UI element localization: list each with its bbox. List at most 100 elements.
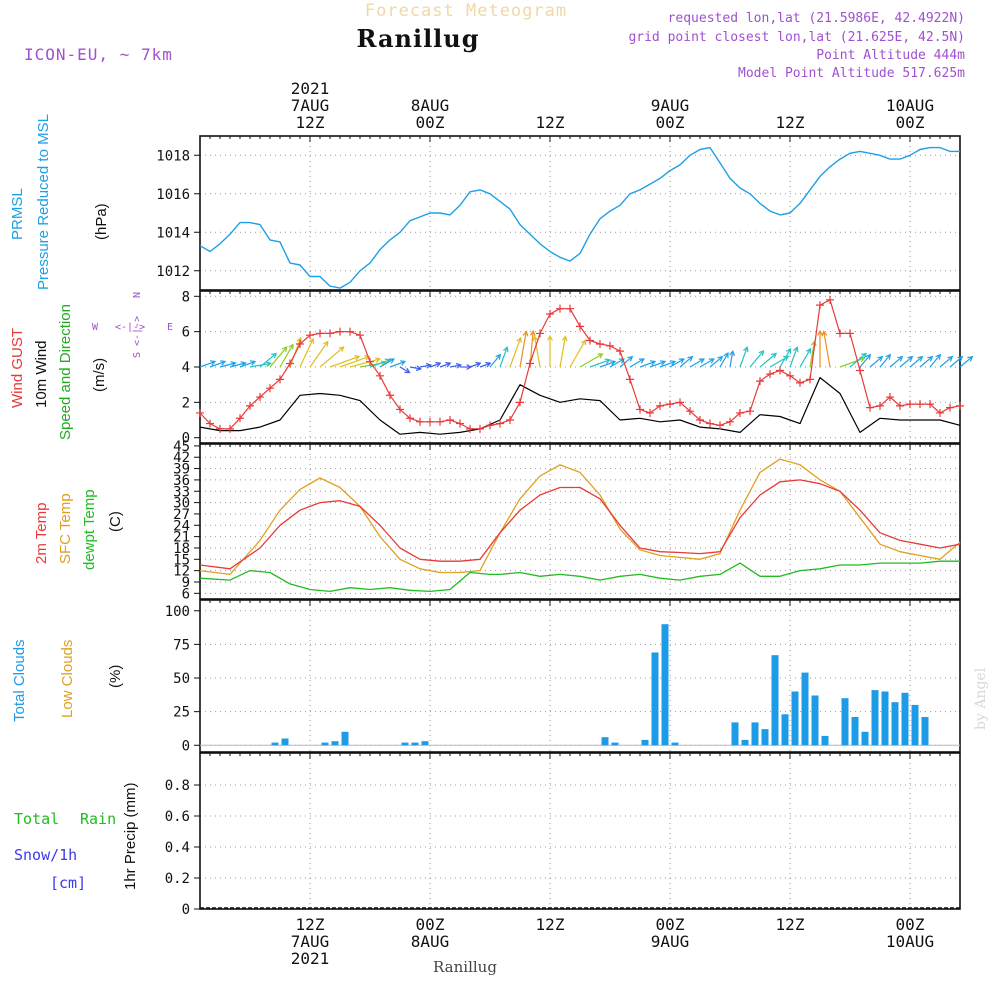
wind-gust-marker: [946, 403, 954, 412]
ytick-label: 4: [182, 360, 190, 376]
time-label-bottom: 00Z: [416, 915, 445, 934]
wind-gust-marker: [626, 375, 634, 384]
wind-gust-marker: [816, 301, 824, 310]
wind-gust-marker: [206, 419, 214, 428]
wind-gust-marker: [506, 416, 514, 425]
compass-arrows-v: <-|->: [132, 316, 143, 346]
wind-arrow: [569, 339, 587, 368]
wind-arrow: [823, 331, 831, 368]
wind-arrow-head: [771, 352, 778, 359]
wind-arrow-head: [597, 353, 604, 359]
wind-gust-marker: [646, 408, 654, 417]
wind-arrow: [509, 337, 522, 368]
wind-arrow-head: [400, 360, 407, 366]
wind-gust-marker: [236, 414, 244, 423]
wind-arrow: [229, 362, 246, 368]
wind-arrow-head: [723, 352, 729, 359]
wind-arrow-head: [698, 358, 705, 364]
wind-gust-marker: [406, 414, 414, 423]
wind-gust-marker: [196, 408, 204, 417]
time-label-bottom: 2021: [291, 949, 330, 968]
wind-gust-marker: [726, 417, 734, 426]
wind-arrow: [269, 346, 288, 368]
cloud-bar: [331, 741, 339, 746]
wind-arrow: [579, 353, 603, 368]
cloud-bar: [421, 741, 429, 746]
time-label-top: 12Z: [776, 113, 805, 132]
wind-arrow: [869, 356, 883, 368]
cloud-bar: [321, 742, 329, 746]
wind-gust-marker: [526, 359, 534, 368]
cloud-bar: [791, 691, 799, 746]
temp-label-sfc: SFC Temp: [57, 493, 74, 564]
time-label-bottom: 12Z: [536, 915, 565, 934]
wind-arrow: [534, 336, 541, 368]
model-name: ICON-EU, ~ 7km: [24, 45, 173, 64]
wind-arrow: [949, 356, 963, 368]
info-gridpoint: grid point closest lon,lat (21.625E, 42.…: [628, 30, 965, 45]
cloud-bar: [811, 695, 819, 746]
wind-gust-marker: [736, 408, 744, 417]
wind-gust-marker: [266, 384, 274, 393]
wind-gust-marker: [796, 378, 804, 387]
wind-arrow-head: [805, 347, 812, 354]
wind-gust-marker: [426, 417, 434, 426]
wind-arrow: [749, 350, 764, 368]
wind-arrow-head: [678, 358, 685, 364]
wind-arrow: [219, 362, 236, 368]
ytick-label: 0: [182, 431, 190, 447]
info-model-altitude: Model Point Altitude 517.625m: [738, 66, 965, 81]
data-layer: [196, 146, 974, 909]
ytick-label: 1018: [156, 148, 190, 164]
pressure-label-msl: Pressure Reduced to MSL: [35, 114, 52, 290]
wind-arrow-head: [495, 353, 502, 360]
wind-gust-marker: [256, 393, 264, 402]
cloud-bar: [761, 729, 769, 746]
wind-gust-marker: [706, 419, 714, 428]
wind-arrow-head: [404, 367, 411, 374]
wind-arrow: [649, 360, 666, 368]
wind-arrow: [959, 356, 973, 368]
wind-gust-marker: [556, 304, 564, 313]
wind-gust-marker: [246, 401, 254, 410]
wind-arrow: [719, 352, 729, 368]
wind-arrow-head: [580, 339, 587, 346]
wind-arrow: [199, 360, 216, 368]
cloud-bar: [601, 737, 609, 746]
ytick-label: 39: [173, 462, 190, 478]
wind-gust-marker: [746, 407, 754, 416]
time-label-top: 00Z: [656, 113, 685, 132]
wind-gust-marker: [936, 408, 944, 417]
cloud-bar: [901, 692, 909, 746]
wind-gust-marker: [286, 359, 294, 368]
wind-arrow-head: [503, 346, 509, 353]
wind-arrow-head: [240, 361, 247, 367]
wind-arrow-head: [547, 334, 553, 341]
ytick-label: 0: [182, 738, 190, 754]
cloud-bar: [731, 722, 739, 746]
wind-arrow: [729, 351, 734, 368]
ytick-label: 0.8: [165, 778, 190, 794]
wind-arrow: [449, 364, 461, 368]
wind-arrow-head: [670, 360, 677, 366]
time-label-bottom: 00Z: [656, 915, 685, 934]
wind-arrow-head: [610, 360, 617, 366]
time-label-top: 00Z: [416, 113, 445, 132]
wind-arrow-head: [455, 362, 463, 369]
wind-arrow-head: [415, 365, 423, 372]
wind-arrow-head: [810, 340, 817, 347]
wind-arrow-head: [380, 360, 387, 367]
wind-gust-marker: [516, 398, 524, 407]
wind-arrow: [659, 360, 676, 368]
panel-frame-pressure: [199, 135, 961, 291]
wind-arrow-head: [861, 352, 868, 359]
wind-gust-marker: [326, 329, 334, 338]
time-label-top: 00Z: [896, 113, 925, 132]
wind-arrow-head: [485, 361, 492, 368]
wind-gust-marker: [466, 424, 474, 433]
wind-arrow-head: [865, 353, 872, 360]
wind-gust-marker: [446, 416, 454, 425]
wind-gust-marker: [636, 405, 644, 414]
